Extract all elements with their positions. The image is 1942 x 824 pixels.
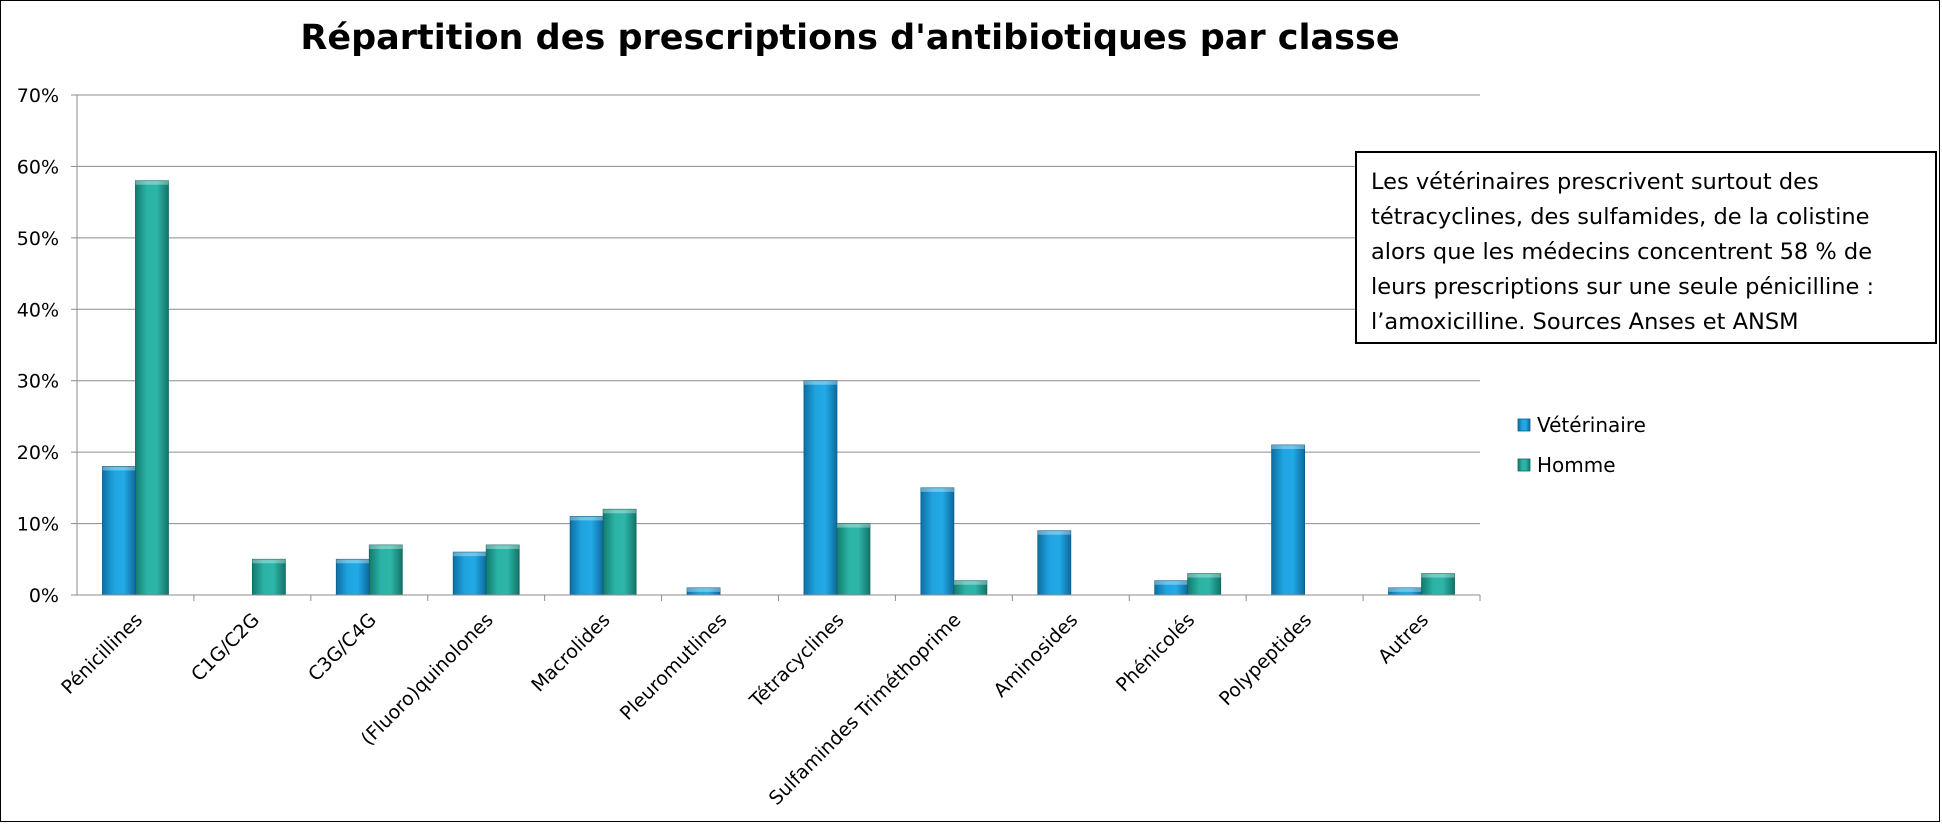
bar-highlight (687, 587, 721, 592)
bar-veterinaire (920, 487, 955, 596)
bar-highlight (453, 552, 487, 557)
bar-highlight (1388, 587, 1422, 592)
x-tick-label: Polypeptides (1215, 609, 1316, 710)
x-tick-label: C1G/C2G (187, 609, 264, 686)
x-tick-label: Pénicillines (57, 609, 147, 699)
bar-veterinaire (803, 380, 838, 596)
y-tick-label: 70% (17, 85, 59, 107)
legend-label: Vétérinaire (1537, 413, 1646, 437)
bar-homme (135, 180, 169, 596)
bar-veterinaire (1271, 444, 1306, 596)
legend-swatch (1517, 458, 1531, 472)
bar-veterinaire (1037, 530, 1072, 596)
bar-highlight (1037, 530, 1071, 535)
x-tick-label: Pleuromutlines (616, 609, 732, 725)
bar-homme (368, 544, 403, 596)
x-tick-label: Phénicolés (1112, 609, 1199, 696)
y-tick-label: 60% (17, 156, 59, 178)
legend-swatch (1517, 418, 1531, 432)
chart-title: Répartition des prescriptions d'antibiot… (300, 18, 1400, 58)
x-tick-label: C3G/C4G (304, 609, 381, 686)
bar-highlight (135, 180, 169, 185)
bar-veterinaire (102, 466, 136, 596)
bar-homme (836, 523, 871, 596)
bar-highlight (1271, 445, 1305, 449)
x-tick-label: Tétracyclines (745, 609, 848, 712)
x-tick-label: (Fluoro)quinolones (357, 609, 498, 750)
bar-highlight (920, 487, 954, 492)
bar-homme (485, 544, 520, 596)
legend-label: Homme (1537, 453, 1616, 477)
y-tick-label: 10% (17, 514, 59, 536)
y-tick-label: 50% (17, 228, 59, 250)
bar-highlight (336, 559, 370, 564)
bar-veterinaire (569, 516, 604, 596)
bar-veterinaire (452, 551, 487, 596)
y-tick-label: 20% (17, 442, 59, 464)
x-tick-label: Aminosides (989, 609, 1082, 702)
bar-veterinaire (335, 558, 370, 596)
x-tick-label: Autres (1374, 609, 1433, 668)
bar-highlight (570, 516, 604, 521)
x-tick-label: Macrolides (527, 609, 614, 696)
bar-highlight (803, 380, 837, 385)
x-tick-label: Sulfamindes Triméthoprime (765, 609, 966, 810)
bar-highlight (1154, 580, 1188, 585)
bar-highlight (102, 466, 136, 471)
bar-highlight (953, 580, 987, 585)
bar-highlight (1421, 573, 1455, 578)
bar-highlight (252, 559, 286, 564)
bar-highlight (1187, 573, 1221, 578)
y-tick-label: 0% (29, 585, 59, 607)
y-tick-label: 30% (17, 371, 59, 393)
bar-highlight (369, 545, 403, 549)
bar-homme (251, 558, 286, 596)
y-tick-label: 40% (17, 299, 59, 321)
bar-homme (602, 508, 637, 596)
bar-highlight (486, 545, 520, 549)
annotation-box: Les vétérinaires prescrivent surtout des… (1355, 151, 1937, 344)
bar-highlight (836, 523, 870, 528)
bar-highlight (603, 509, 637, 514)
